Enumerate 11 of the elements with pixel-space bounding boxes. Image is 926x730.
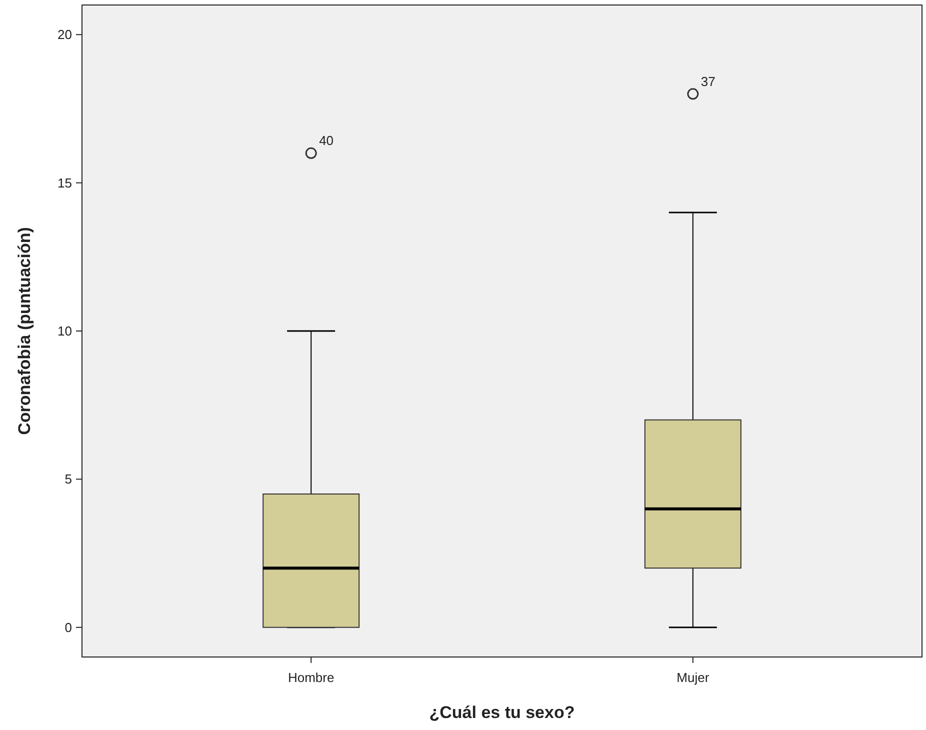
x-axis-title: ¿Cuál es tu sexo? bbox=[429, 703, 575, 722]
y-tick-label: 15 bbox=[58, 175, 72, 190]
y-tick-label: 20 bbox=[58, 27, 72, 42]
y-axis-title: Coronafobia (puntuación) bbox=[15, 227, 34, 435]
y-tick-label: 10 bbox=[58, 324, 72, 339]
x-tick-label: Hombre bbox=[288, 670, 334, 685]
annotation: 40 bbox=[319, 133, 334, 148]
x-tick-label: Mujer bbox=[676, 670, 710, 685]
y-tick-label: 0 bbox=[64, 620, 72, 635]
annotation: 37 bbox=[700, 74, 716, 89]
y-tick-label: 5 bbox=[64, 472, 72, 487]
